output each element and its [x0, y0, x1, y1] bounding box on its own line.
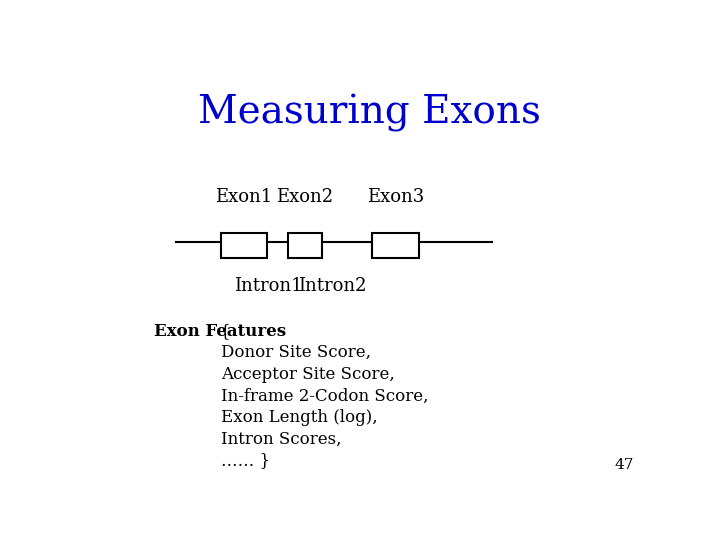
- Text: Acceptor Site Score,: Acceptor Site Score,: [221, 366, 395, 383]
- Text: Exon1: Exon1: [215, 188, 273, 206]
- Text: Intron Scores,: Intron Scores,: [221, 431, 341, 448]
- Text: Exon2: Exon2: [276, 188, 333, 206]
- Bar: [221, 233, 267, 258]
- Bar: [288, 233, 322, 258]
- Text: In-frame 2-Codon Score,: In-frame 2-Codon Score,: [221, 388, 428, 404]
- Text: Donor Site Score,: Donor Site Score,: [221, 344, 371, 361]
- Text: Exon Features: Exon Features: [154, 322, 292, 340]
- Text: {: {: [220, 322, 230, 340]
- Text: Intron1: Intron1: [234, 277, 303, 295]
- Bar: [372, 233, 419, 258]
- Text: Exon Length (log),: Exon Length (log),: [221, 409, 378, 426]
- Text: 47: 47: [615, 458, 634, 472]
- Text: Exon3: Exon3: [367, 188, 424, 206]
- Text: Measuring Exons: Measuring Exons: [197, 94, 541, 132]
- Text: Intron2: Intron2: [299, 277, 367, 295]
- Text: …… }: …… }: [221, 453, 270, 469]
